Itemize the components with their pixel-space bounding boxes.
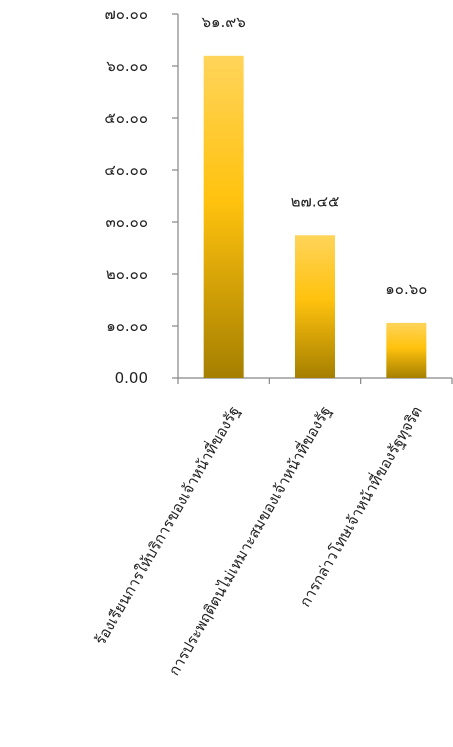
y-tick-label: ๖๐.๐๐ — [106, 57, 148, 75]
y-axis: 0.00 ๑๐.๐๐ ๒๐.๐๐ ๓๐.๐๐ ๔๐.๐๐ ๕๐.๐๐ ๖๐.๐๐ ๗๐.๐๐ — [104, 5, 179, 387]
bar — [203, 55, 244, 379]
bars — [203, 55, 427, 379]
bar — [295, 235, 335, 378]
y-tick-label: ๓๐.๐๐ — [106, 213, 149, 231]
data-label: ๒๗.๔๕ — [291, 192, 340, 210]
y-tick-label: 0.00 — [115, 369, 148, 387]
y-tick-label: ๒๐.๐๐ — [106, 265, 148, 283]
category-label: ร้องเรียนการให้บริการของเจ้าหน้าที่ของรั… — [89, 402, 243, 648]
y-tick-label: ๑๐.๐๐ — [106, 317, 148, 335]
category-label: การประพฤติตนไม่เหมาะสมของเจ้าหน้าที่ของร… — [163, 402, 334, 679]
y-tick-label: ๕๐.๐๐ — [104, 109, 148, 127]
bar — [386, 322, 427, 378]
data-label: ๖๑.๙๖ — [202, 13, 246, 31]
y-tick-label: ๗๐.๐๐ — [104, 5, 148, 23]
data-label: ๑๐.๖๐ — [385, 280, 427, 298]
category-labels: ร้องเรียนการให้บริการของเจ้าหน้าที่ของรั… — [89, 402, 426, 679]
y-tick-label: ๔๐.๐๐ — [104, 161, 148, 179]
x-axis — [177, 377, 453, 384]
